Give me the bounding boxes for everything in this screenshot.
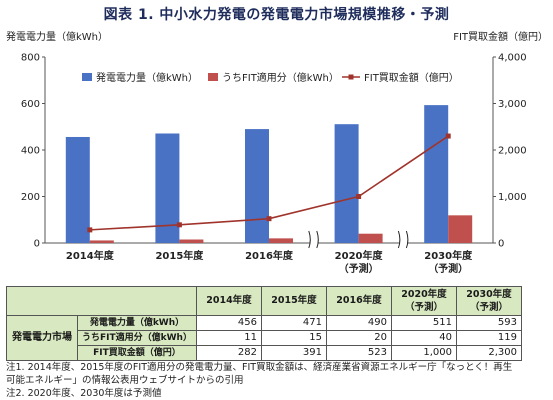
axis-break-gap xyxy=(309,231,318,247)
fit-purchase-point xyxy=(266,216,272,222)
axis-break-mark xyxy=(316,230,319,249)
bar-fit-generation xyxy=(89,240,114,243)
bar-fit-generation xyxy=(358,233,383,243)
category-label: 2030年度 xyxy=(424,249,473,262)
fit-purchase-point xyxy=(87,227,93,233)
table-header-cell: 2030年度 （予測） xyxy=(455,286,522,316)
table-row: FIT買取金額（億円） 282 391 523 1,000 2,300 xyxy=(7,345,522,361)
y2-tick-label: 2,000 xyxy=(498,146,527,157)
table-cell: 1,000 xyxy=(390,345,457,361)
category-label: （予測） xyxy=(339,262,379,275)
note-2: 注2. 2020年度、2030年度は予測値 xyxy=(6,388,162,399)
bar-total-generation xyxy=(424,105,449,243)
category-label: 2015年度 xyxy=(155,249,204,262)
table-cell: 490 xyxy=(325,315,392,331)
table-header-cell: 2015年度 xyxy=(260,286,327,316)
table-cell: 11 xyxy=(195,330,262,346)
table-cell: 471 xyxy=(260,315,327,331)
bar-fit-generation xyxy=(269,238,293,243)
bar-total-generation xyxy=(65,136,90,243)
table-cell: 2,300 xyxy=(455,345,522,361)
table-cell: 391 xyxy=(260,345,327,361)
axis-break-marks xyxy=(308,230,409,249)
bar-total-generation xyxy=(334,124,359,243)
bar-fit-generation xyxy=(448,215,473,243)
category-label: （予測） xyxy=(428,262,468,275)
y-tick-label: 0 xyxy=(34,239,40,250)
axis-break-mark xyxy=(308,230,311,249)
table-header-cell: 2020年度 （予測） xyxy=(390,286,457,316)
category-labels: 2014年度 2015年度 2016年度 2020年度（予測）2030年度（予測） xyxy=(66,249,473,275)
y2-tick-label: 3,000 xyxy=(498,99,527,110)
bar-series xyxy=(65,105,473,243)
y-axis-title: 発電電力量（億kWh） xyxy=(6,30,108,43)
y2-tick-label: 0 xyxy=(498,239,504,250)
table-cell: 20 xyxy=(325,330,392,346)
fit-purchase-point xyxy=(445,133,451,139)
fit-purchase-point xyxy=(176,222,182,228)
table-cell: 456 xyxy=(195,315,262,331)
legend-label: 発電電力量（億kWh） xyxy=(96,71,198,84)
y-tick-label: 600 xyxy=(21,99,40,110)
table-cell: 523 xyxy=(325,345,392,361)
legend-label: FIT買取金額（億円） xyxy=(364,71,459,84)
category-label: 2016年度 xyxy=(245,249,294,262)
table-cell: 40 xyxy=(390,330,457,346)
note-1-continued: 可能エネルギー」の情報公表用ウェブサイトからの引用 xyxy=(6,375,244,386)
fit-purchase-point xyxy=(356,194,362,199)
line-series xyxy=(87,133,451,233)
y2-axis-ticks: 0 1,000 2,000 3,000 4,000 xyxy=(493,53,527,250)
bar-fit-generation xyxy=(179,239,204,243)
chart: 発電電力量（億kWh） FIT買取金額（億円） 0 200 400 600 800 0 1… xyxy=(6,30,548,275)
table-group-label: 発電電力市場 xyxy=(6,315,78,361)
table-row-label: 発電電力量（億kWh） xyxy=(77,315,197,331)
y-tick-label: 400 xyxy=(21,146,40,157)
table-cell: 282 xyxy=(195,345,262,361)
y2-tick-label: 1,000 xyxy=(498,192,527,203)
axis-break-gap xyxy=(399,231,408,247)
bar-total-generation xyxy=(245,129,269,243)
legend-label: うちFIT適用分（億kWh） xyxy=(222,71,339,84)
table-cell: 593 xyxy=(455,315,522,331)
axis-break-mark xyxy=(405,230,409,249)
y2-tick-label: 4,000 xyxy=(498,53,527,64)
table-cell: 15 xyxy=(260,330,327,346)
y-axis-ticks: 0 200 400 600 800 xyxy=(21,53,45,250)
legend: 発電電力量（億kWh） うちFIT適用分（億kWh） FIT買取金額（億円） xyxy=(82,71,459,84)
legend-swatch xyxy=(82,73,92,81)
y2-axis-title: FIT買取金額（億円） xyxy=(453,30,548,43)
table-cell: 511 xyxy=(390,315,457,331)
legend-swatch xyxy=(208,73,218,81)
y-tick-label: 200 xyxy=(21,192,40,203)
y-tick-label: 800 xyxy=(21,53,40,64)
legend-swatch-marker xyxy=(348,74,354,80)
category-label: 2014年度 xyxy=(66,249,115,262)
table-header-row: 2014年度 2015年度 2016年度 2020年度 （予測） 2030年度 … xyxy=(6,286,522,316)
figure-title: 図表 1. 中小水力発電の発電電力市場規模推移・予測 xyxy=(103,7,450,23)
category-label: 2020年度 xyxy=(335,249,384,262)
note-1: 注1. 2014年度、2015年度のFIT適用分の発電電力量、FIT買取金額は、… xyxy=(6,362,513,373)
table-header-cell: 2016年度 xyxy=(325,286,392,316)
table-header-cell: 2014年度 xyxy=(195,286,262,316)
table-corner xyxy=(6,286,197,316)
table-cell: 119 xyxy=(455,330,522,346)
data-table: 2014年度 2015年度 2016年度 2020年度 （予測） 2030年度 … xyxy=(6,286,522,361)
axis-break-mark xyxy=(397,230,401,249)
table-row: うちFIT適用分（億kWh） 11 15 20 40 119 xyxy=(7,330,522,346)
table-row-label: FIT買取金額（億円） xyxy=(77,345,197,361)
table-row-label: うちFIT適用分（億kWh） xyxy=(77,330,197,346)
table-row: 発電電力市場 発電電力量（億kWh） 456 471 490 511 593 xyxy=(6,315,522,361)
